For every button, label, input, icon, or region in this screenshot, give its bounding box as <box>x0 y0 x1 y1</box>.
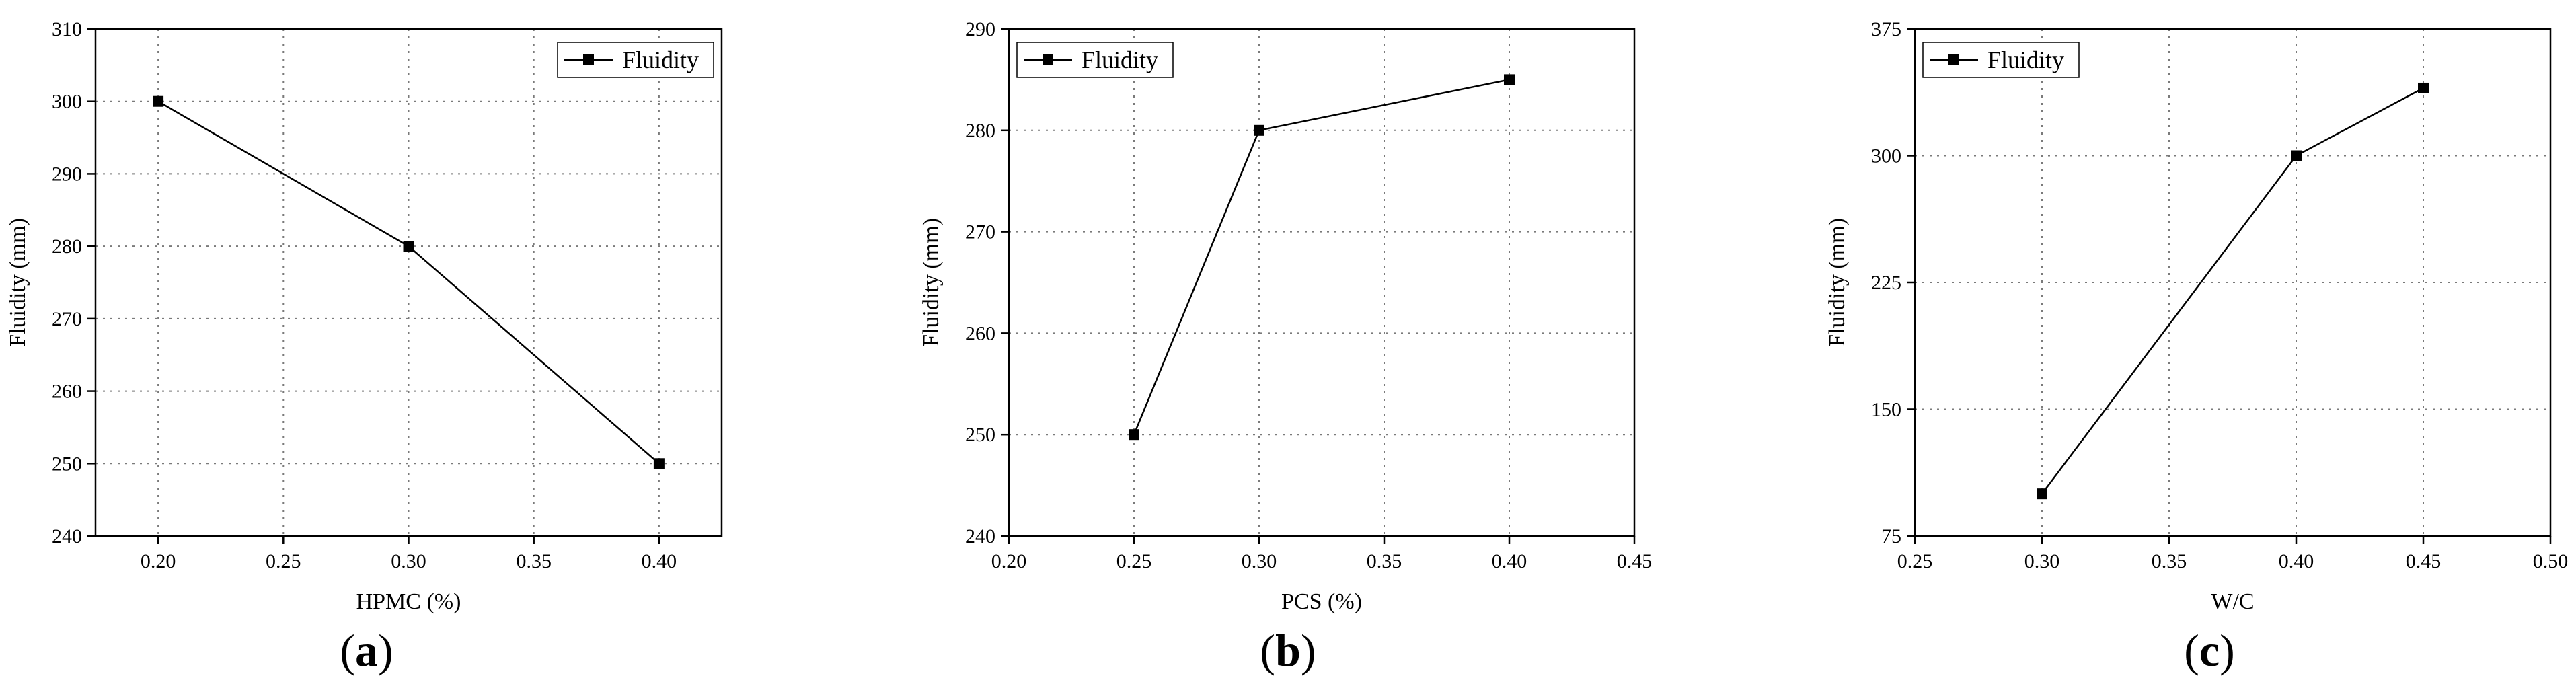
x-tick-label: 0.30 <box>2024 550 2060 572</box>
x-tick-label: 0.25 <box>266 550 301 572</box>
legend: Fluidity <box>557 42 714 78</box>
y-tick-label: 260 <box>52 381 82 403</box>
x-tick-label: 0.20 <box>991 550 1027 572</box>
series-line-fluidity <box>1133 79 1510 435</box>
panel-label: (b) <box>1260 625 1316 676</box>
x-tick-label: 0.40 <box>642 550 677 572</box>
legend-label: Fluidity <box>1082 46 1158 73</box>
y-tick-label: 75 <box>1881 525 1901 547</box>
panel-label: (a) <box>340 625 393 676</box>
plot-frame <box>1008 28 1636 537</box>
x-axis-title: W/C <box>2211 589 2254 614</box>
data-point-marker <box>2418 82 2429 93</box>
y-tick-label: 260 <box>965 322 995 344</box>
y-tick-label: 310 <box>52 18 82 40</box>
x-tick-label: 0.45 <box>2406 550 2441 572</box>
legend-marker <box>1948 54 1959 65</box>
legend-marker <box>583 54 594 65</box>
panel-letter: b <box>1275 625 1301 676</box>
x-tick-label: 0.30 <box>1242 550 1277 572</box>
data-point-marker <box>1504 74 1515 85</box>
data-point-marker <box>403 241 414 252</box>
data-point-marker <box>653 458 665 469</box>
y-tick-label: 250 <box>52 453 82 475</box>
legend-label: Fluidity <box>622 46 699 73</box>
y-tick-label: 240 <box>52 525 82 547</box>
y-axis-title: Fluidity (mm) <box>1825 218 1850 347</box>
panel-letter: c <box>2199 625 2220 676</box>
y-tick-label: 300 <box>1871 145 1901 167</box>
legend-label: Fluidity <box>1987 46 2064 73</box>
y-tick-label: 270 <box>52 308 82 330</box>
x-tick-label: 0.50 <box>2533 550 2569 572</box>
x-tick-label: 0.25 <box>1116 550 1152 572</box>
data-point-marker <box>1129 429 1139 441</box>
y-tick-label: 375 <box>1871 18 1901 40</box>
data-point-marker <box>1254 124 1264 136</box>
y-tick-label: 280 <box>52 235 82 258</box>
data-point-marker <box>2037 488 2047 500</box>
legend: Fluidity <box>1922 42 2080 78</box>
y-tick-label: 150 <box>1871 399 1901 421</box>
x-axis-title: PCS (%) <box>1281 589 1362 614</box>
legend-marker <box>1043 54 1053 65</box>
y-tick-label: 270 <box>965 221 995 243</box>
y-tick-label: 290 <box>965 18 995 40</box>
y-tick-label: 280 <box>965 120 995 142</box>
y-tick-label: 250 <box>965 424 995 446</box>
data-point-marker <box>153 95 164 107</box>
y-tick-label: 225 <box>1871 272 1901 294</box>
x-tick-label: 0.25 <box>1897 550 1933 572</box>
y-tick-label: 240 <box>965 525 995 547</box>
y-tick-label: 290 <box>52 163 82 185</box>
x-tick-label: 0.35 <box>516 550 552 572</box>
data-point-marker <box>2291 150 2302 161</box>
x-tick-label: 0.30 <box>391 550 426 572</box>
x-tick-label: 0.40 <box>1492 550 1527 572</box>
panel-letter: a <box>355 625 378 676</box>
legend: Fluidity <box>1016 42 1174 78</box>
chart-panel-b: 0.20 0.25 0.30 0.35 0.40 0.45 240 250 260 270 280 2… <box>919 18 1652 676</box>
chart-panel-c: 0.25 0.30 0.35 0.40 0.45 0.50 75 150 225 300 375 W/… <box>1825 18 2568 676</box>
y-axis-title: Fluidity (mm) <box>919 218 944 347</box>
x-tick-label: 0.35 <box>1367 550 1402 572</box>
y-tick-label: 300 <box>52 91 82 113</box>
y-axis-title: Fluidity (mm) <box>5 218 30 347</box>
x-tick-label: 0.40 <box>2279 550 2314 572</box>
x-tick-label: 0.20 <box>141 550 176 572</box>
chart-panel-a: 0.20 0.25 0.30 0.35 0.40 240 250 260 270 280 290 30… <box>5 18 723 676</box>
series-line-fluidity <box>2041 87 2424 494</box>
panel-label: (c) <box>2184 625 2235 676</box>
x-tick-label: 0.35 <box>2152 550 2187 572</box>
x-axis-title: HPMC (%) <box>356 589 461 614</box>
x-tick-label: 0.45 <box>1617 550 1653 572</box>
